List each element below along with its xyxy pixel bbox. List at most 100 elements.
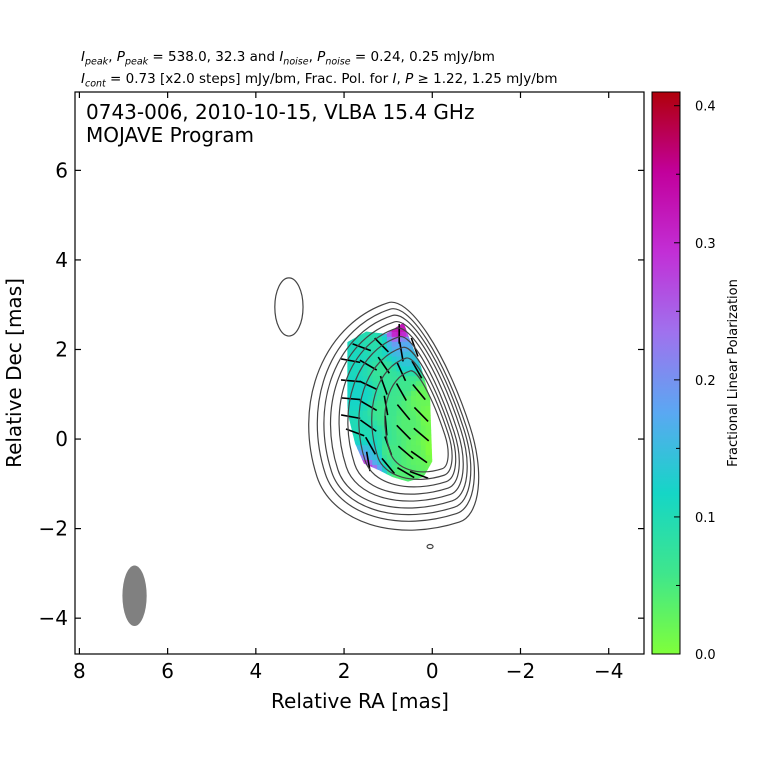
polarization-pixel xyxy=(391,341,397,347)
polarization-pixel xyxy=(410,424,416,431)
polarization-pixel xyxy=(425,444,431,451)
polarization-pixel xyxy=(405,459,412,465)
polarization-pixel xyxy=(400,375,407,382)
inoise-subscript: noise xyxy=(283,56,309,68)
icont-symbol: I xyxy=(81,71,85,87)
polarization-pixel xyxy=(415,395,421,401)
polarization-pixel xyxy=(429,449,433,456)
polarization-pixel xyxy=(361,341,368,347)
polarization-pixel xyxy=(395,439,402,446)
polarization-pixel xyxy=(420,400,426,406)
polarization-pixel xyxy=(352,439,358,446)
polarization-pixel xyxy=(366,449,373,456)
polarization-pixel xyxy=(361,370,368,377)
polarization-pixel xyxy=(376,365,382,372)
polarization-pixel xyxy=(361,424,368,431)
i-symbol: I xyxy=(392,71,397,87)
polarization-pixel xyxy=(347,351,353,357)
polarization-pixel xyxy=(405,385,412,392)
polarization-pixel xyxy=(361,449,368,456)
evpa-vector xyxy=(398,341,404,362)
polarization-pixel xyxy=(357,385,363,392)
polarization-pixel xyxy=(361,410,368,416)
polarization-pixel xyxy=(371,454,378,461)
evpa-vector xyxy=(364,436,377,455)
polarization-pixel xyxy=(347,385,353,392)
polarization-pixel xyxy=(405,464,412,470)
polarization-pixel xyxy=(391,360,397,367)
polarization-pixel xyxy=(381,360,387,367)
polarization-pixel xyxy=(420,415,426,421)
x-tick-label: −4 xyxy=(594,659,623,683)
contour-level xyxy=(358,346,457,488)
evpa-vector xyxy=(365,451,371,472)
polarization-pixel xyxy=(425,420,431,426)
polarization-pixel xyxy=(410,410,416,416)
polarization-pixel xyxy=(405,336,412,342)
polarization-pixel xyxy=(357,365,363,372)
polarization-pixel xyxy=(381,420,387,426)
polarization-pixel xyxy=(400,331,407,337)
polarization-pixel xyxy=(376,351,382,357)
polarization-pixel xyxy=(415,380,421,387)
polarization-pixel xyxy=(395,454,402,461)
polarization-pixel xyxy=(386,370,392,377)
polarization-pixel xyxy=(405,360,412,367)
evpa-vector xyxy=(411,360,423,379)
polarization-pixel xyxy=(420,429,426,436)
evpa-vector xyxy=(397,445,414,460)
polarization-pixel xyxy=(386,420,392,426)
polarization-pixel xyxy=(386,355,392,362)
colorbar-ticks: 0.0 0.1 0.2 0.3 0.4 xyxy=(674,100,716,663)
polarization-pixel xyxy=(395,360,402,367)
polarization-pixel xyxy=(391,444,397,451)
polarization-pixel xyxy=(366,415,373,421)
polarization-pixel xyxy=(357,410,363,416)
contour-level xyxy=(308,301,480,531)
polarization-pixel xyxy=(357,420,363,426)
polarization-pixel xyxy=(386,429,392,436)
polarization-pixel xyxy=(352,355,358,362)
contour-level xyxy=(323,314,472,516)
polarization-pixel xyxy=(405,341,412,347)
polarization-pixel xyxy=(391,434,397,441)
evpa-vector xyxy=(340,358,361,364)
polarization-pixel xyxy=(386,341,392,347)
inoise-symbol: I xyxy=(279,49,284,65)
chart-title: 0743-006, 2010-10-15, VLBA 15.4 GHz xyxy=(86,100,474,124)
polarization-pixel xyxy=(391,464,397,470)
polarization-pixel xyxy=(386,395,392,401)
evpa-vector xyxy=(359,419,377,432)
polarization-pixel xyxy=(371,424,378,431)
polarization-pixel xyxy=(352,410,358,416)
polarization-pixel xyxy=(366,395,373,401)
polarization-pixel xyxy=(376,449,382,456)
polarization-pixel xyxy=(405,439,412,446)
polarization-pixel xyxy=(376,346,382,352)
polarization-pixel xyxy=(395,355,402,362)
polarization-pixel xyxy=(420,420,426,426)
evpa-vector xyxy=(412,383,426,401)
ppeak-symbol: P xyxy=(116,49,125,65)
polarization-pixel xyxy=(391,459,397,465)
contour-level xyxy=(371,357,453,480)
polarization-pixel xyxy=(405,479,412,482)
contour-level xyxy=(384,370,449,473)
polarization-pixel xyxy=(381,380,387,387)
polarization-pixel xyxy=(395,370,402,377)
evpa-vector xyxy=(340,414,361,420)
x-tick-label: 0 xyxy=(426,659,439,683)
polarization-pixel xyxy=(381,390,387,396)
contour-level xyxy=(329,320,468,509)
intensity-contours xyxy=(274,277,480,550)
polarization-pixel xyxy=(420,375,426,382)
separator: , xyxy=(396,71,406,87)
contour-info: = 0.73 [x2.0 steps] mJy/bm, Frac. Pol. f… xyxy=(105,71,393,87)
x-tick-label: 2 xyxy=(338,659,351,683)
polarization-pixel xyxy=(400,405,407,411)
polarization-pixel xyxy=(400,420,407,426)
polarization-pixel xyxy=(381,365,387,372)
polarization-pixel xyxy=(395,474,402,480)
polarization-pixel xyxy=(405,395,412,401)
polarization-pixel xyxy=(376,370,382,377)
